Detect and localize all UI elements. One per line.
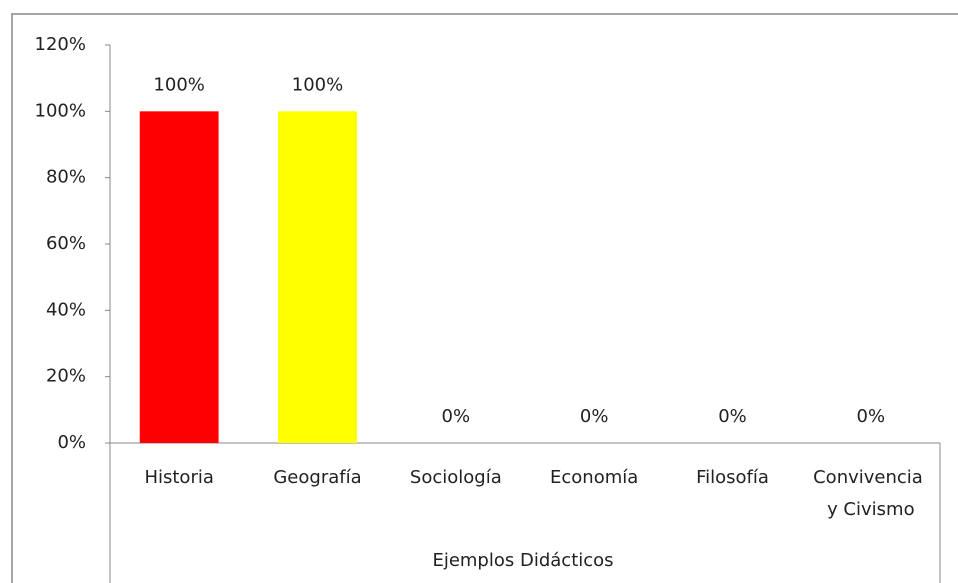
x-tick-label: Convivencia y Civismo xyxy=(813,467,928,520)
data-label: 0% xyxy=(857,406,886,427)
y-tick-label: 60% xyxy=(46,233,86,254)
x-tick-label: Sociología xyxy=(410,467,502,488)
x-tick-label: Economía xyxy=(550,467,638,488)
y-tick-label: 100% xyxy=(35,100,86,121)
y-tick-label: 80% xyxy=(46,167,86,188)
x-tick-label: Filosofía xyxy=(696,467,769,488)
x-tick-label: Geografía xyxy=(273,467,361,488)
y-tick-label: 20% xyxy=(46,366,86,387)
y-tick-label: 0% xyxy=(57,432,86,453)
data-label: 0% xyxy=(718,406,747,427)
data-label: 100% xyxy=(292,74,343,95)
y-tick-label: 40% xyxy=(46,299,86,320)
x-axis-title: Ejemplos Didácticos xyxy=(432,550,613,571)
data-label: 0% xyxy=(442,406,471,427)
x-tick-label: Historia xyxy=(144,467,213,488)
chart-frame xyxy=(11,13,958,583)
data-label: 100% xyxy=(153,74,204,95)
bar xyxy=(278,111,357,443)
y-tick-label: 120% xyxy=(35,34,86,55)
bar xyxy=(139,111,219,443)
data-label: 0% xyxy=(580,406,609,427)
